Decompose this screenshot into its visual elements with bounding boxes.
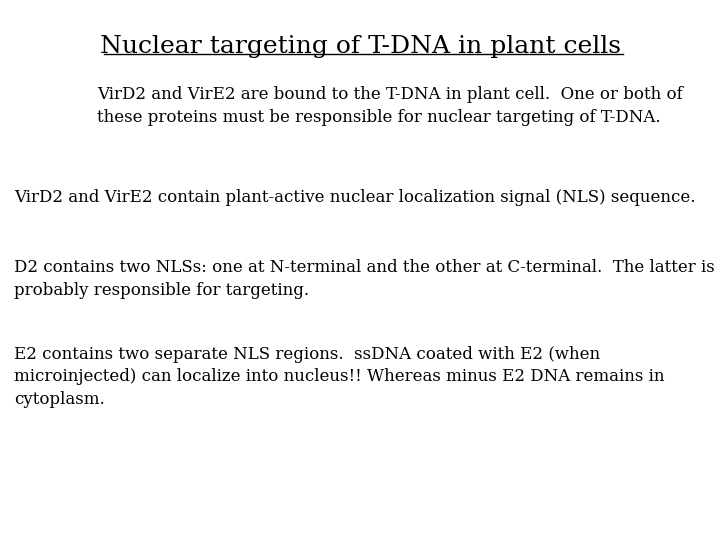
Text: VirD2 and VirE2 are bound to the T-DNA in plant cell.  One or both of
these prot: VirD2 and VirE2 are bound to the T-DNA i… [97,86,683,126]
Text: Nuclear targeting of T-DNA in plant cells: Nuclear targeting of T-DNA in plant cell… [99,35,621,58]
Text: VirD2 and VirE2 contain plant-active nuclear localization signal (NLS) sequence.: VirD2 and VirE2 contain plant-active nuc… [14,189,696,206]
Text: E2 contains two separate NLS regions.  ssDNA coated with E2 (when
microinjected): E2 contains two separate NLS regions. ss… [14,346,665,408]
Text: D2 contains two NLSs: one at N-terminal and the other at C-terminal.  The latter: D2 contains two NLSs: one at N-terminal … [14,259,715,299]
